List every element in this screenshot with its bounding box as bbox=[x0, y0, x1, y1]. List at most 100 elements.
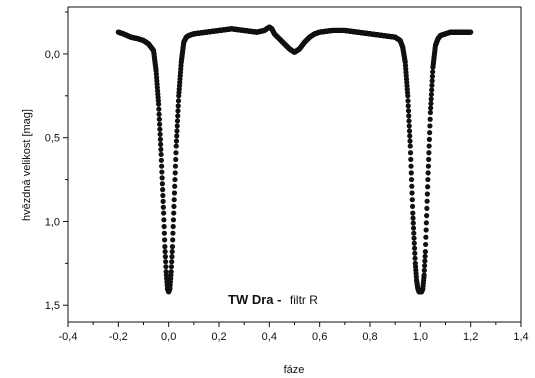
data-point bbox=[406, 128, 413, 134]
data-point bbox=[172, 163, 179, 169]
data-point bbox=[170, 230, 176, 236]
data-point bbox=[163, 259, 169, 265]
x-tick-label: 0,8 bbox=[362, 331, 377, 343]
x-tick-label: 1,4 bbox=[513, 331, 528, 343]
data-point bbox=[427, 130, 433, 136]
data-point bbox=[162, 244, 168, 250]
data-point bbox=[408, 163, 414, 169]
data-point bbox=[175, 98, 182, 104]
data-point bbox=[405, 98, 411, 104]
data-point bbox=[158, 157, 164, 163]
data-point bbox=[424, 213, 430, 219]
data-point bbox=[422, 263, 428, 269]
data-point bbox=[405, 103, 411, 109]
data-point bbox=[411, 245, 418, 251]
x-tick-label: 0,0 bbox=[161, 331, 176, 343]
data-point bbox=[468, 29, 474, 35]
data-point bbox=[169, 259, 175, 265]
data-point bbox=[409, 190, 415, 196]
data-point bbox=[158, 146, 164, 153]
y-tick-label: 0,0 bbox=[45, 49, 60, 61]
data-point bbox=[171, 197, 177, 203]
data-point bbox=[174, 128, 180, 134]
data-point bbox=[156, 106, 162, 112]
y-axis-title: hvězdná velikost [mag] bbox=[21, 109, 33, 221]
data-point bbox=[429, 87, 435, 93]
data-point bbox=[426, 150, 432, 156]
data-point bbox=[429, 73, 436, 79]
data-point bbox=[175, 103, 181, 109]
y-tick-label: 0,5 bbox=[45, 133, 60, 145]
data-point bbox=[160, 198, 166, 204]
data-point bbox=[173, 150, 179, 156]
data-point bbox=[157, 131, 163, 137]
data-point bbox=[175, 113, 181, 119]
data-point bbox=[423, 241, 429, 248]
data-point bbox=[407, 150, 414, 156]
data-point bbox=[159, 163, 165, 169]
data-point bbox=[421, 267, 427, 273]
data-point bbox=[169, 244, 176, 250]
data-point bbox=[158, 141, 164, 147]
data-point bbox=[157, 121, 163, 127]
data-point bbox=[156, 111, 162, 117]
x-axis-title: fáze bbox=[284, 364, 305, 376]
data-point bbox=[172, 170, 178, 176]
data-point bbox=[169, 254, 175, 260]
x-tick-label: -0,4 bbox=[59, 331, 78, 343]
data-point bbox=[425, 170, 431, 176]
x-tick-label: 1,2 bbox=[463, 331, 478, 343]
data-point bbox=[160, 204, 166, 210]
data-point bbox=[423, 227, 429, 233]
data-point bbox=[427, 123, 433, 129]
data-point bbox=[410, 225, 417, 231]
data-point bbox=[409, 183, 415, 189]
data-point bbox=[428, 100, 434, 107]
data-point bbox=[170, 223, 176, 230]
data-point bbox=[160, 187, 166, 193]
x-axis: -0,4 -0,2 0,0 0,2 0,4 0,6 0,8 1,0 1,2 1,4 bbox=[59, 322, 529, 343]
data-point bbox=[411, 230, 417, 236]
data-point bbox=[424, 198, 430, 204]
data-point bbox=[427, 109, 433, 116]
data-point bbox=[171, 203, 177, 209]
y-tick-label: 1,5 bbox=[45, 300, 60, 312]
data-point bbox=[173, 143, 179, 149]
data-point bbox=[162, 254, 168, 260]
data-point bbox=[173, 156, 179, 163]
data-point bbox=[425, 176, 431, 183]
data-point bbox=[422, 258, 428, 264]
data-point bbox=[162, 249, 168, 255]
data-point bbox=[170, 217, 177, 223]
x-tick-label: 0,2 bbox=[211, 331, 226, 343]
annotation-filter: filtr R bbox=[290, 293, 318, 307]
data-point bbox=[171, 190, 178, 196]
x-tick-label: -0,2 bbox=[109, 331, 128, 343]
data-point bbox=[406, 113, 412, 119]
y-tick-label: 1,0 bbox=[45, 216, 60, 228]
data-point bbox=[408, 176, 415, 183]
data-point bbox=[426, 136, 432, 142]
data-point bbox=[175, 108, 181, 114]
x-tick-label: 0,4 bbox=[262, 331, 277, 343]
data-point bbox=[171, 210, 177, 216]
data-point bbox=[173, 138, 180, 144]
data-point bbox=[168, 264, 175, 270]
data-point bbox=[407, 133, 413, 139]
data-point bbox=[426, 143, 432, 149]
data-point bbox=[161, 223, 167, 230]
data-point bbox=[407, 138, 413, 144]
data-point bbox=[406, 118, 412, 124]
data-point bbox=[422, 249, 428, 255]
data-point bbox=[411, 240, 417, 246]
data-point bbox=[160, 192, 166, 199]
data-point bbox=[162, 237, 168, 243]
data-point bbox=[412, 255, 418, 261]
data-point bbox=[159, 175, 165, 181]
data-point bbox=[424, 205, 430, 211]
data-point bbox=[156, 116, 162, 122]
data-point bbox=[406, 123, 412, 129]
data-point bbox=[156, 101, 162, 107]
data-point bbox=[159, 181, 165, 187]
